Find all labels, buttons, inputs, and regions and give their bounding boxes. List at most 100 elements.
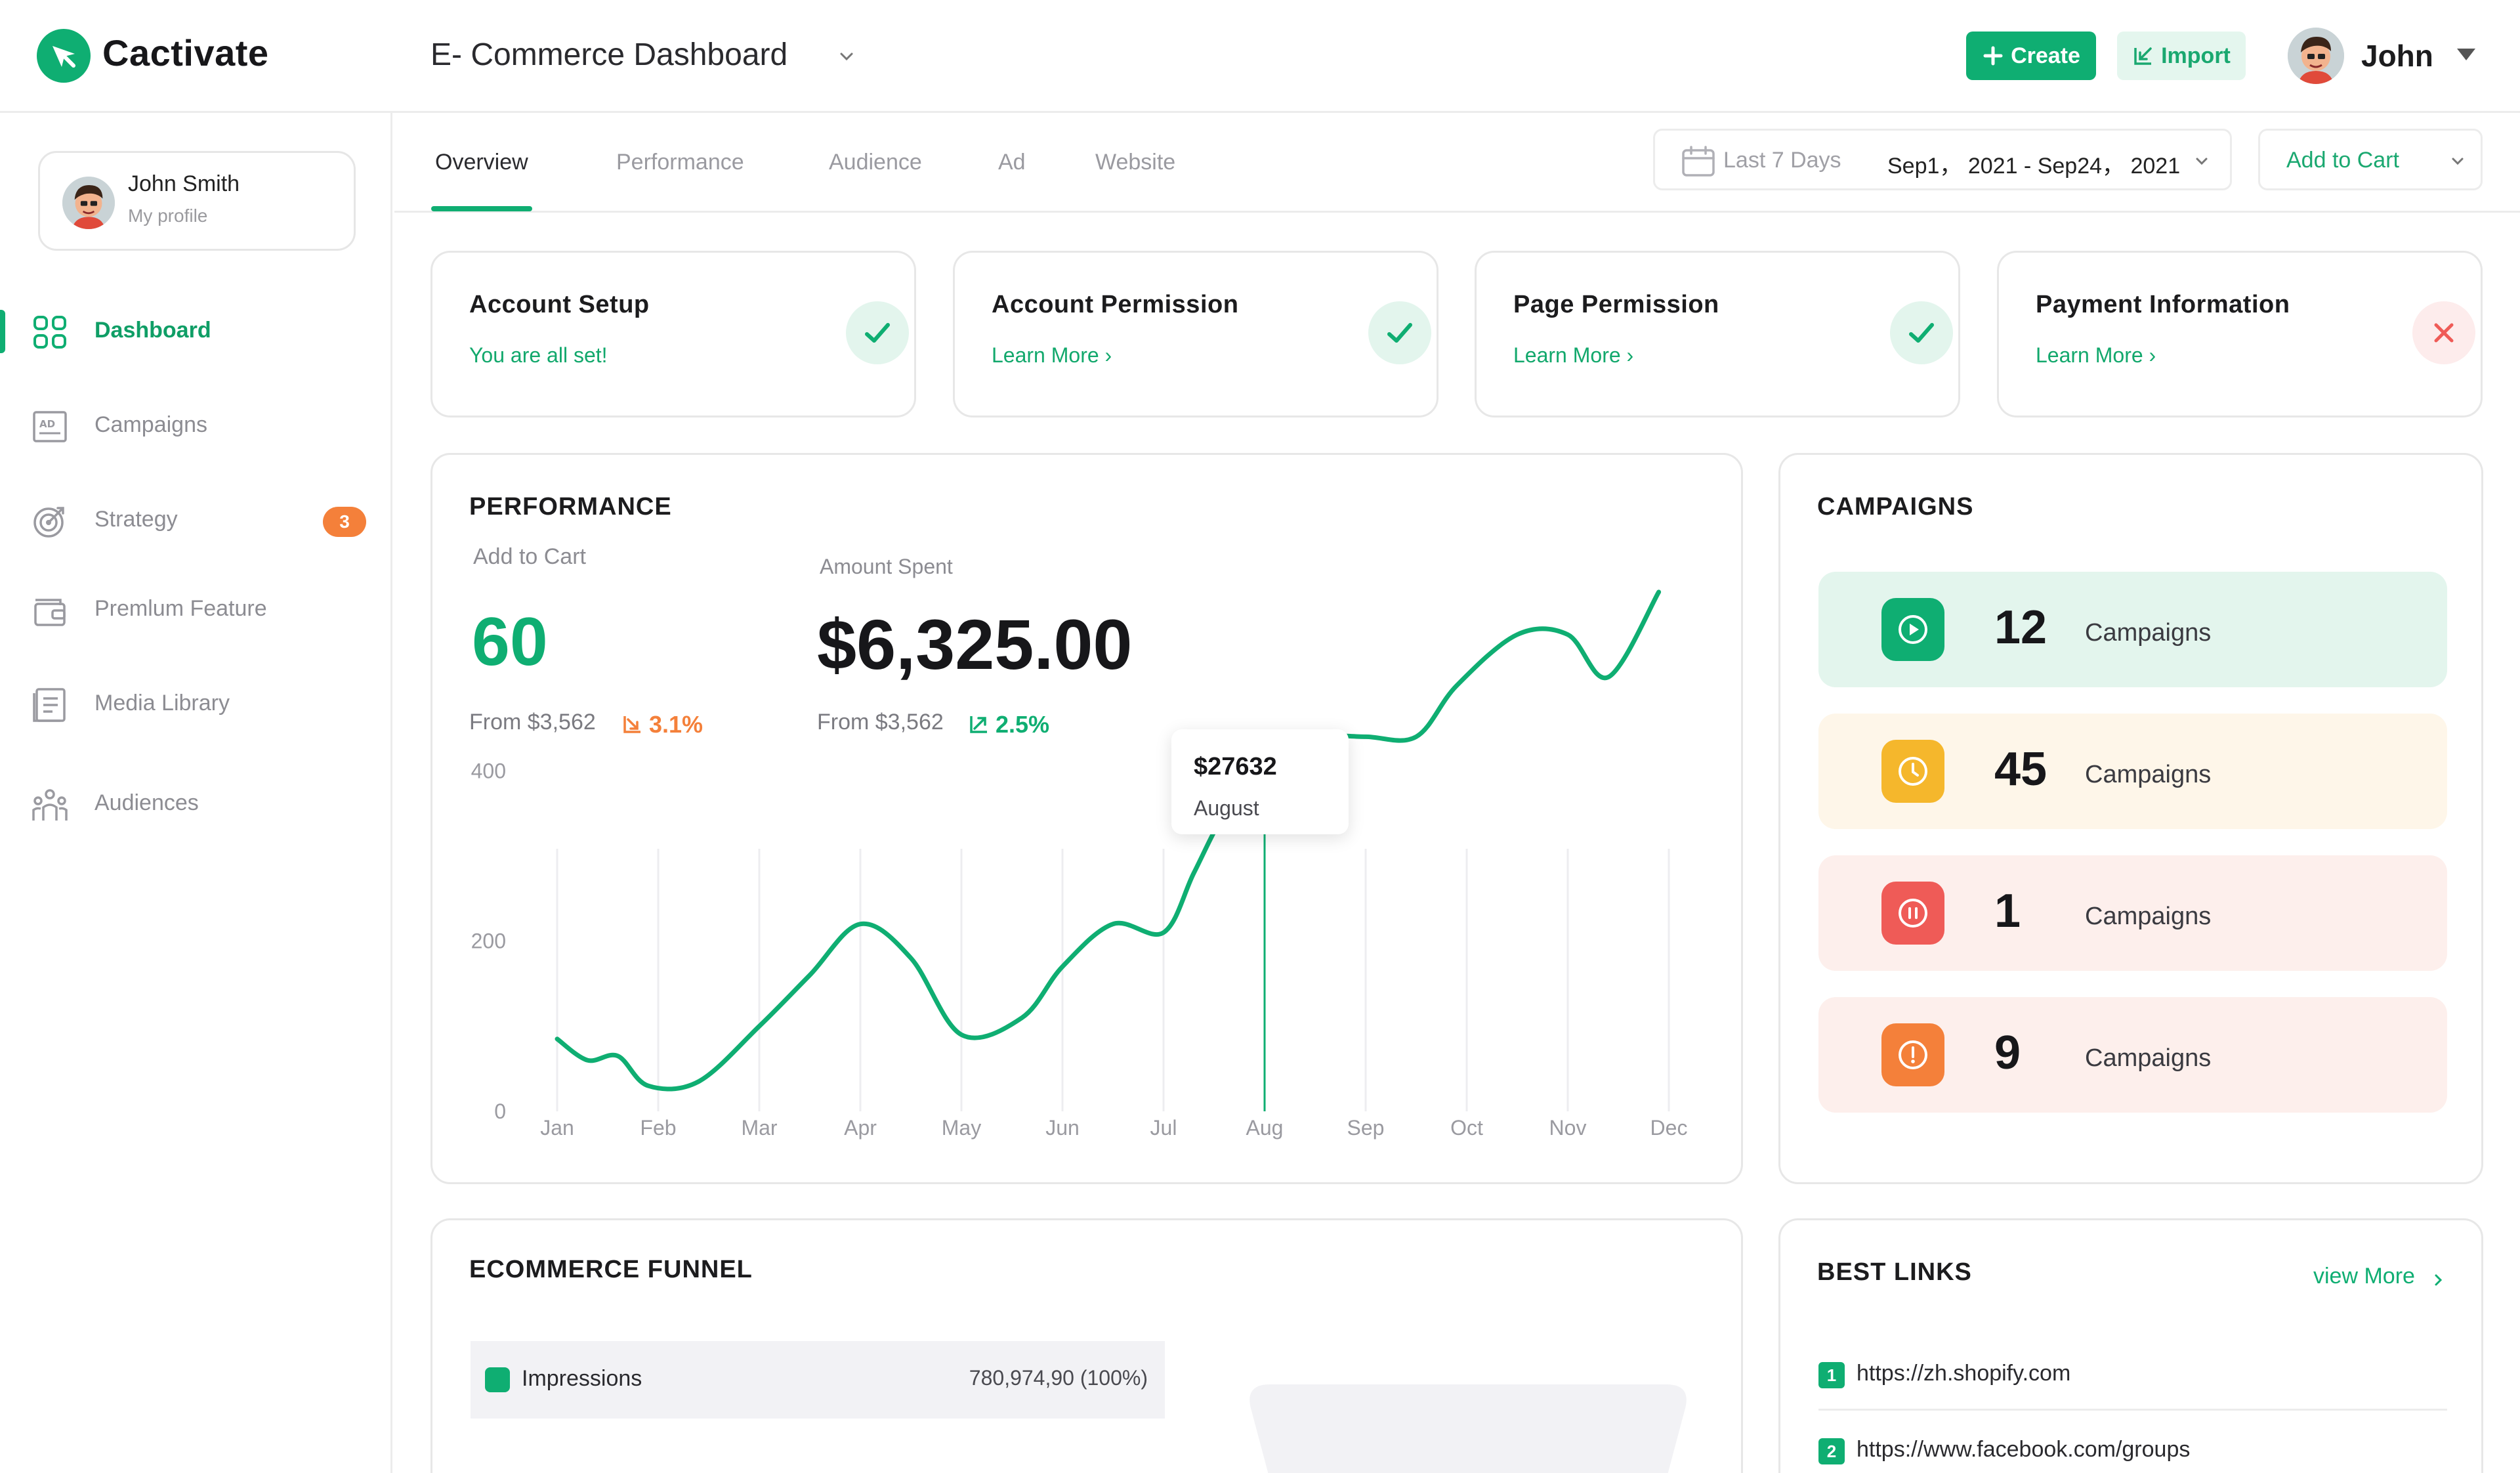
date-range-picker[interactable]: Last 7 Days Sep1， 2021 - Sep24， 2021 [1653, 129, 2232, 190]
create-label: Create [2011, 43, 2080, 68]
campaign-count: 1 [1994, 885, 2021, 937]
active-indicator [0, 310, 5, 353]
panel-title: BEST LINKS [1817, 1258, 1972, 1286]
link-url[interactable]: https://zh.shopify.com [1857, 1361, 2071, 1386]
kpi-delta: 3.1% [621, 711, 703, 738]
x-tick-label: Oct [1450, 1116, 1483, 1140]
tab-performance[interactable]: Performance [616, 150, 744, 175]
chart-tooltip: $27632 August [1171, 729, 1349, 834]
sidebar-item-media-library[interactable]: Media Library [0, 671, 392, 736]
x-tick-label: Apr [844, 1116, 877, 1140]
campaign-label: Campaigns [2085, 1044, 2212, 1072]
x-tick-label: Nov [1549, 1116, 1587, 1140]
learn-more-link[interactable]: Learn More › [1513, 343, 1634, 367]
audience-icon [32, 789, 68, 821]
campaign-label: Campaigns [2085, 903, 2212, 930]
trend-down-icon [623, 716, 640, 733]
ecommerce-funnel-panel: ECOMMERCE FUNNEL Impressions 780,974,90 … [430, 1218, 1743, 1473]
status-card-account-setup: Account Setup You are all set! [430, 251, 916, 417]
x-tick-label: Jul [1150, 1116, 1177, 1140]
import-icon [2134, 47, 2152, 65]
profile-subtitle: My profile [128, 205, 208, 226]
profile-card[interactable]: John Smith My profile [38, 151, 356, 251]
campaign-count: 12 [1994, 601, 2048, 654]
chevron-right-icon[interactable] [2429, 1270, 2448, 1290]
chevron-down-icon [2196, 158, 2208, 165]
campaign-row-paused[interactable]: 1 Campaigns [1818, 855, 2447, 971]
trend-up-icon [970, 716, 987, 733]
status-card-payment-information: Payment Information Learn More › [1997, 251, 2483, 417]
kpi-delta-value: 2.5% [996, 711, 1050, 738]
chevron-down-icon[interactable] [833, 43, 860, 70]
tab-bar: Overview Performance Audience Ad Website… [394, 113, 2520, 213]
clock-icon [1881, 740, 1944, 803]
calendar-icon [1682, 146, 1715, 177]
funnel-bar [1250, 1384, 1687, 1473]
import-label: Import [2161, 43, 2231, 68]
view-more-link[interactable]: view More [2313, 1264, 2415, 1289]
sidebar-item-label: Campaigns [94, 412, 207, 437]
grid-icon [33, 316, 66, 349]
close-icon [2412, 301, 2475, 364]
link-item[interactable]: 1 https://zh.shopify.com [1818, 1337, 2447, 1411]
create-button[interactable]: Create [1966, 32, 2096, 80]
learn-more-link[interactable]: Learn More › [2036, 343, 2156, 367]
sidebar-item-dashboard[interactable]: Dashboard [0, 298, 392, 364]
x-tick-label: Mar [741, 1116, 777, 1140]
alert-icon [1881, 1023, 1944, 1086]
status-card-title: Payment Information [2036, 291, 2290, 318]
metric-select[interactable]: Add to Cart [2258, 129, 2483, 190]
tab-website[interactable]: Website [1095, 150, 1176, 175]
play-icon [1881, 598, 1944, 661]
campaign-count: 45 [1994, 743, 2048, 796]
campaigns-panel: CAMPAIGNS 12 Campaigns 45 Campaigns 1 Ca… [1778, 453, 2483, 1184]
panel-title: ECOMMERCE FUNNEL [469, 1256, 753, 1283]
x-tick-label: Jan [540, 1116, 574, 1140]
sidebar-item-campaigns[interactable]: AD Campaigns [0, 393, 392, 458]
campaign-label: Campaigns [2085, 619, 2212, 647]
series-line [555, 589, 1662, 1092]
app-name[interactable]: Cactivate [102, 32, 269, 74]
tab-audience[interactable]: Audience [829, 150, 922, 175]
learn-more-link[interactable]: Learn More › [992, 343, 1112, 367]
campaign-row-active[interactable]: 12 Campaigns [1818, 572, 2447, 687]
tab-overview[interactable]: Overview [435, 150, 528, 175]
sidebar-item-premium-feature[interactable]: Premlum Feature [0, 576, 392, 642]
chevron-down-icon [2452, 158, 2464, 165]
status-card-title: Page Permission [1513, 291, 1719, 318]
tab-ad[interactable]: Ad [998, 150, 1026, 175]
funnel-row[interactable]: Impressions 780,974,90 (100%) [471, 1341, 1165, 1419]
date-preset: Last 7 Days [1723, 148, 1841, 173]
link-rank: 1 [1818, 1362, 1845, 1388]
kpi-value: 60 [472, 604, 548, 680]
x-tick-label: Feb [640, 1116, 676, 1140]
dashboard-title[interactable]: E- Commerce Dashboard [430, 37, 788, 72]
plus-icon [1983, 46, 2003, 66]
link-item[interactable]: 2 https://www.facebook.com/groups [1818, 1413, 2447, 1473]
avatar[interactable] [2288, 28, 2344, 84]
legend-swatch [485, 1367, 510, 1392]
x-tick-label: May [942, 1116, 981, 1140]
caret-down-icon[interactable] [2457, 49, 2475, 60]
x-tick-label: Aug [1246, 1116, 1284, 1140]
sidebar-item-audiences[interactable]: Audiences [0, 771, 392, 836]
sidebar-item-strategy[interactable]: Strategy 3 [0, 487, 392, 553]
kpi-label: Amount Spent [820, 555, 953, 578]
panel-title: CAMPAIGNS [1817, 493, 1974, 521]
top-bar: Cactivate E- Commerce Dashboard Create I… [0, 0, 2520, 113]
import-button[interactable]: Import [2117, 32, 2246, 80]
performance-chart: 0 200 400 Jan Feb Mar Apr May Jun Jul Aug Sep Oct No… [471, 589, 1687, 1140]
status-card-page-permission: Page Permission Learn More › [1475, 251, 1960, 417]
x-tick-label: Sep [1347, 1116, 1385, 1140]
y-tick-label: 0 [494, 1099, 506, 1123]
best-links-panel: BEST LINKS view More 1 https://zh.shopif… [1778, 1218, 2483, 1473]
sidebar: John Smith My profile Dashboard AD Campa… [0, 113, 392, 1473]
avatar [62, 177, 115, 229]
campaign-row-scheduled[interactable]: 45 Campaigns [1818, 714, 2447, 829]
kpi-from: From $3,562 [817, 710, 944, 735]
link-url[interactable]: https://www.facebook.com/groups [1857, 1437, 2191, 1462]
check-icon [1890, 301, 1953, 364]
user-name[interactable]: John [2361, 39, 2433, 73]
campaign-row-issues[interactable]: 9 Campaigns [1818, 997, 2447, 1113]
cactivate-logo-icon[interactable] [37, 29, 91, 83]
